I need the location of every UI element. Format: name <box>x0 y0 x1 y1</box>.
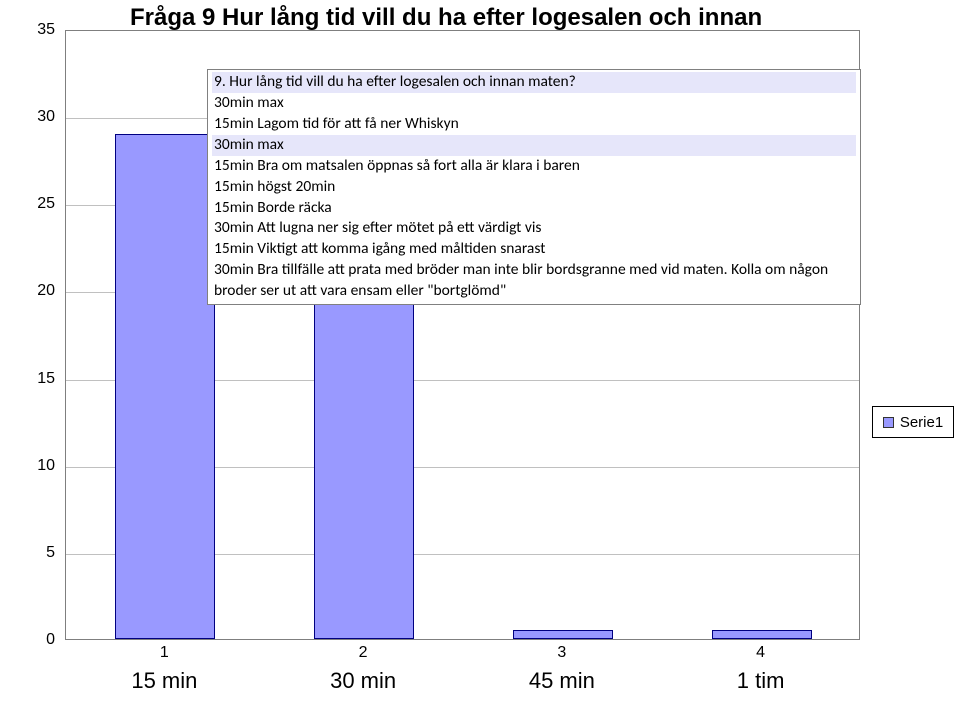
info-textbox: 9. Hur lång tid vill du ha efter logesal… <box>207 69 861 305</box>
y-tick-label: 10 <box>10 457 55 475</box>
info-row: 30min Bra tillfälle att prata med bröder… <box>212 260 856 302</box>
y-tick-label: 15 <box>10 370 55 388</box>
x-tick-label: 2 <box>313 644 413 662</box>
bar <box>712 630 812 639</box>
info-row: 15min Lagom tid för att få ner Whiskyn <box>212 114 856 135</box>
x-category-label: 45 min <box>482 668 642 694</box>
info-row: 30min Att lugna ner sig efter mötet på e… <box>212 218 856 239</box>
y-tick-label: 30 <box>10 108 55 126</box>
info-row: 15min Bra om matsalen öppnas så fort all… <box>212 156 856 177</box>
legend-label: Serie1 <box>900 414 943 431</box>
bar <box>115 134 215 639</box>
info-row: 30min max <box>212 93 856 114</box>
x-tick-label: 3 <box>512 644 612 662</box>
y-tick-label: 5 <box>10 544 55 562</box>
x-category-label: 15 min <box>84 668 244 694</box>
info-row: 30min max <box>212 135 856 156</box>
x-tick-label: 1 <box>114 644 214 662</box>
y-tick-label: 35 <box>10 21 55 39</box>
x-category-label: 30 min <box>283 668 443 694</box>
info-row: 15min Viktigt att komma igång med måltid… <box>212 239 856 260</box>
y-tick-label: 25 <box>10 195 55 213</box>
y-tick-label: 0 <box>10 631 55 649</box>
legend: Serie1 <box>872 406 954 438</box>
legend-swatch <box>883 417 894 428</box>
info-row: 15min Borde räcka <box>212 198 856 219</box>
x-tick-label: 4 <box>711 644 811 662</box>
x-category-label: 1 tim <box>681 668 841 694</box>
info-row: 9. Hur lång tid vill du ha efter logesal… <box>212 72 856 93</box>
info-row: 15min högst 20min <box>212 177 856 198</box>
bar <box>513 630 613 639</box>
y-tick-label: 20 <box>10 282 55 300</box>
